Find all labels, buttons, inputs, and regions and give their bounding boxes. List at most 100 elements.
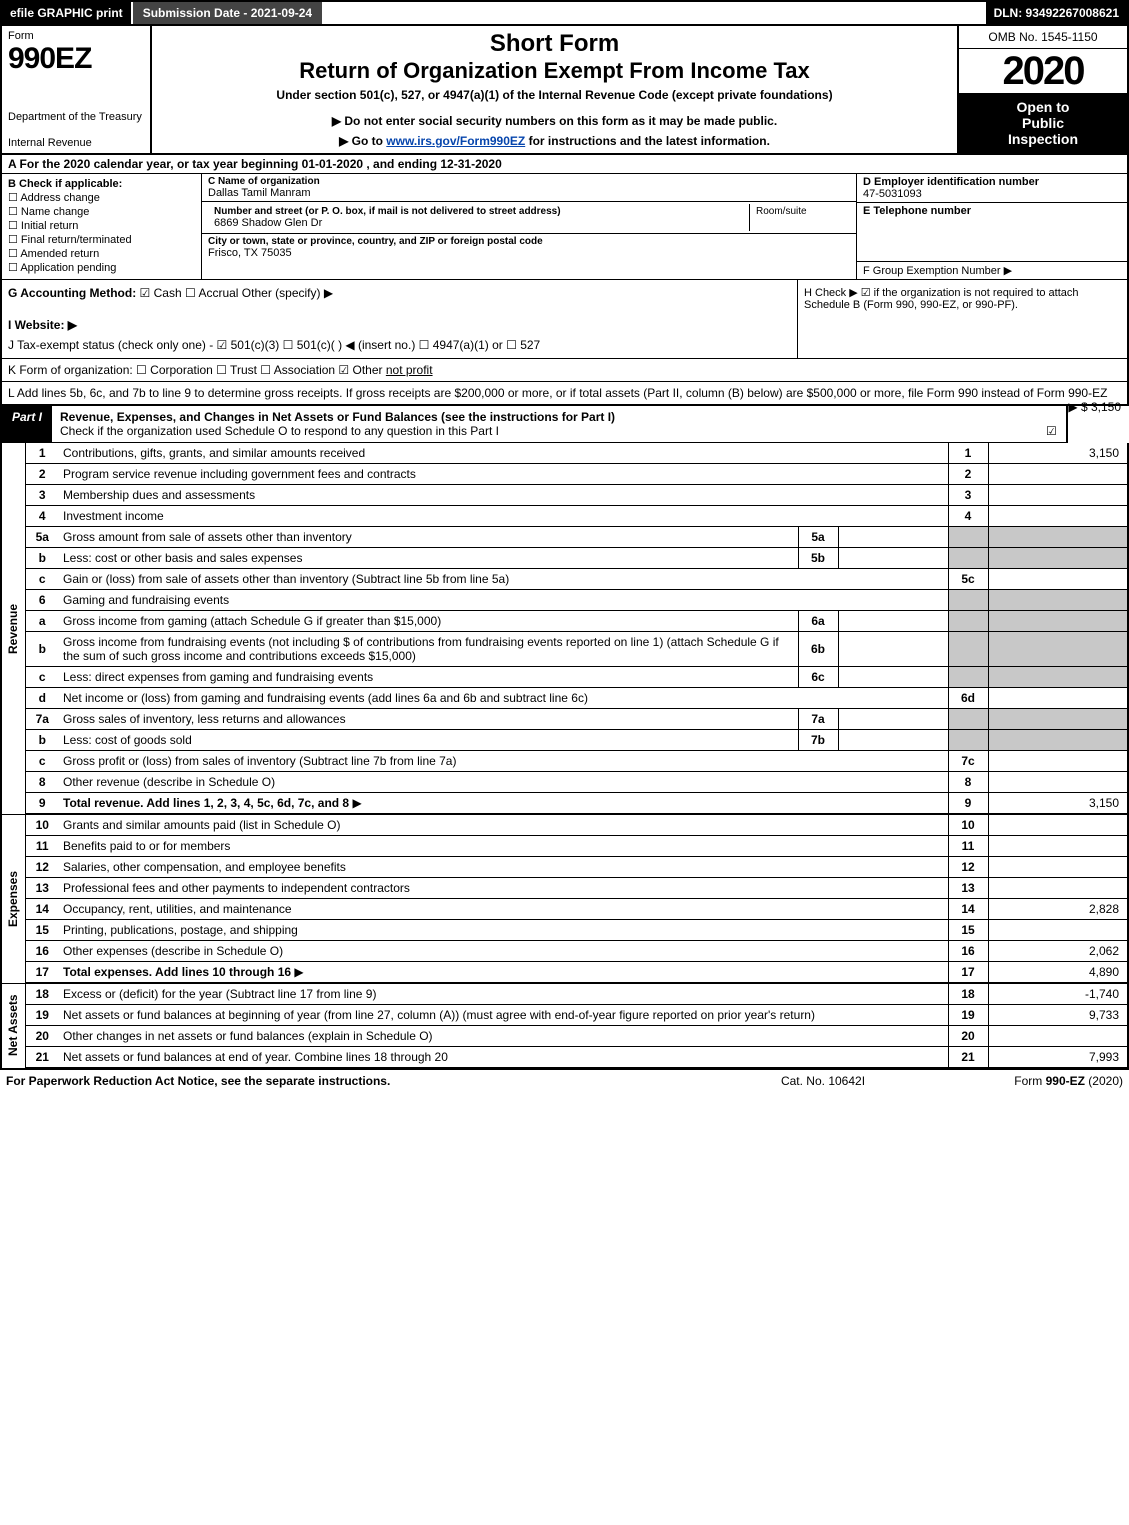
e-block: E Telephone number	[857, 203, 1127, 262]
chk-initial-return[interactable]: Initial return	[8, 219, 195, 232]
part1-check[interactable]: ☑	[1036, 406, 1066, 442]
sub-6c: 6c	[798, 667, 838, 688]
spacer	[322, 2, 985, 24]
ln-17: 17	[25, 962, 59, 984]
i-website-lbl: I Website: ▶	[8, 318, 77, 332]
amt-10	[988, 814, 1128, 836]
chk-address-change[interactable]: Address change	[8, 191, 195, 204]
num-8: 8	[948, 772, 988, 793]
l-text: L Add lines 5b, 6c, and 7b to line 9 to …	[8, 386, 1107, 400]
chk-final-return[interactable]: Final return/terminated	[8, 233, 195, 246]
grey-5a	[948, 527, 988, 548]
g-other[interactable]: Other (specify) ▶	[242, 286, 333, 300]
table-row: 5a Gross amount from sale of assets othe…	[1, 527, 1128, 548]
d-20: Other changes in net assets or fund bala…	[59, 1026, 948, 1047]
ln-16: 16	[25, 941, 59, 962]
d-6b: Gross income from fundraising events (no…	[59, 632, 798, 667]
ln-6d: d	[25, 688, 59, 709]
part1-text: Revenue, Expenses, and Changes in Net As…	[52, 406, 1036, 442]
part1-header: Part I Revenue, Expenses, and Changes in…	[0, 406, 1068, 443]
d-6: Gaming and fundraising events	[59, 590, 948, 611]
ln-1: 1	[25, 443, 59, 464]
num-20: 20	[948, 1026, 988, 1047]
ln-12: 12	[25, 857, 59, 878]
num-19: 19	[948, 1005, 988, 1026]
sub-6b: 6b	[798, 632, 838, 667]
table-row: c Gain or (loss) from sale of assets oth…	[1, 569, 1128, 590]
table-row: 3 Membership dues and assessments 3	[1, 485, 1128, 506]
ln-10: 10	[25, 814, 59, 836]
d-5b: Less: cost or other basis and sales expe…	[59, 548, 798, 569]
subval-7b	[838, 730, 948, 751]
return-title: Return of Organization Exempt From Incom…	[158, 58, 951, 84]
page-footer: For Paperwork Reduction Act Notice, see …	[0, 1069, 1129, 1092]
grey-5b-amt	[988, 548, 1128, 569]
row-gh: G Accounting Method: Cash Accrual Other …	[0, 280, 1129, 359]
ln-4: 4	[25, 506, 59, 527]
d-14: Occupancy, rent, utilities, and maintena…	[59, 899, 948, 920]
g-cash[interactable]: Cash	[140, 286, 182, 300]
table-row: 12 Salaries, other compensation, and emp…	[1, 857, 1128, 878]
grey-6-amt	[988, 590, 1128, 611]
num-11: 11	[948, 836, 988, 857]
part1-sub: Check if the organization used Schedule …	[60, 424, 499, 438]
col-def: D Employer identification number 47-5031…	[857, 174, 1127, 279]
grey-5a-amt	[988, 527, 1128, 548]
amt-6d	[988, 688, 1128, 709]
num-2: 2	[948, 464, 988, 485]
ln-3: 3	[25, 485, 59, 506]
table-row: 16 Other expenses (describe in Schedule …	[1, 941, 1128, 962]
part1-title: Revenue, Expenses, and Changes in Net As…	[60, 410, 615, 424]
chk-amended-return[interactable]: Amended return	[8, 247, 195, 260]
d-11: Benefits paid to or for members	[59, 836, 948, 857]
c-street-val: 6869 Shadow Glen Dr	[214, 217, 743, 229]
num-3: 3	[948, 485, 988, 506]
grey-7a-amt	[988, 709, 1128, 730]
d-6c: Less: direct expenses from gaming and fu…	[59, 667, 798, 688]
efile-label[interactable]: efile GRAPHIC print	[2, 2, 131, 24]
inspect-3: Inspection	[1008, 131, 1078, 147]
goto-pre: ▶ Go to	[339, 134, 386, 148]
chk-name-change[interactable]: Name change	[8, 205, 195, 218]
goto-post: for instructions and the latest informat…	[525, 134, 770, 148]
omb-number: OMB No. 1545-1150	[959, 26, 1127, 49]
footer-right: Form 990-EZ (2020)	[923, 1074, 1123, 1088]
num-7c: 7c	[948, 751, 988, 772]
amt-3	[988, 485, 1128, 506]
ln-9: 9	[25, 793, 59, 815]
table-row: 20 Other changes in net assets or fund b…	[1, 1026, 1128, 1047]
table-row: 21 Net assets or fund balances at end of…	[1, 1047, 1128, 1069]
c-name-block: C Name of organization Dallas Tamil Manr…	[202, 174, 856, 202]
sub-5a: 5a	[798, 527, 838, 548]
amt-16: 2,062	[988, 941, 1128, 962]
ssn-warning: ▶ Do not enter social security numbers o…	[158, 114, 951, 128]
num-14: 14	[948, 899, 988, 920]
table-row: d Net income or (loss) from gaming and f…	[1, 688, 1128, 709]
side-revenue: Revenue	[1, 443, 25, 814]
d-3: Membership dues and assessments	[59, 485, 948, 506]
d-9: Total revenue. Add lines 1, 2, 3, 4, 5c,…	[59, 793, 948, 815]
table-row: Net Assets 18 Excess or (deficit) for th…	[1, 983, 1128, 1005]
amt-13	[988, 878, 1128, 899]
g-accrual[interactable]: Accrual	[185, 286, 238, 300]
chk-application-pending[interactable]: Application pending	[8, 261, 195, 274]
col-c: C Name of organization Dallas Tamil Manr…	[202, 174, 857, 279]
amt-14: 2,828	[988, 899, 1128, 920]
f-block: F Group Exemption Number ▶	[857, 262, 1127, 279]
grey-7a	[948, 709, 988, 730]
subval-5a	[838, 527, 948, 548]
j-tax-exempt: J Tax-exempt status (check only one) - ☑…	[8, 338, 791, 352]
d-5c: Gain or (loss) from sale of assets other…	[59, 569, 948, 590]
k-pre: K Form of organization: ☐ Corporation ☐ …	[8, 363, 386, 377]
goto-link[interactable]: www.irs.gov/Form990EZ	[386, 134, 525, 148]
amt-8	[988, 772, 1128, 793]
amt-9: 3,150	[988, 793, 1128, 815]
goto-line: ▶ Go to www.irs.gov/Form990EZ for instru…	[158, 134, 951, 148]
d-7a: Gross sales of inventory, less returns a…	[59, 709, 798, 730]
ln-5b: b	[25, 548, 59, 569]
h-check: H Check ▶ ☑ if the organization is not r…	[797, 280, 1127, 358]
ln-5c: c	[25, 569, 59, 590]
grey-6a	[948, 611, 988, 632]
col-b: B Check if applicable: Address change Na…	[2, 174, 202, 279]
table-row: b Gross income from fundraising events (…	[1, 632, 1128, 667]
